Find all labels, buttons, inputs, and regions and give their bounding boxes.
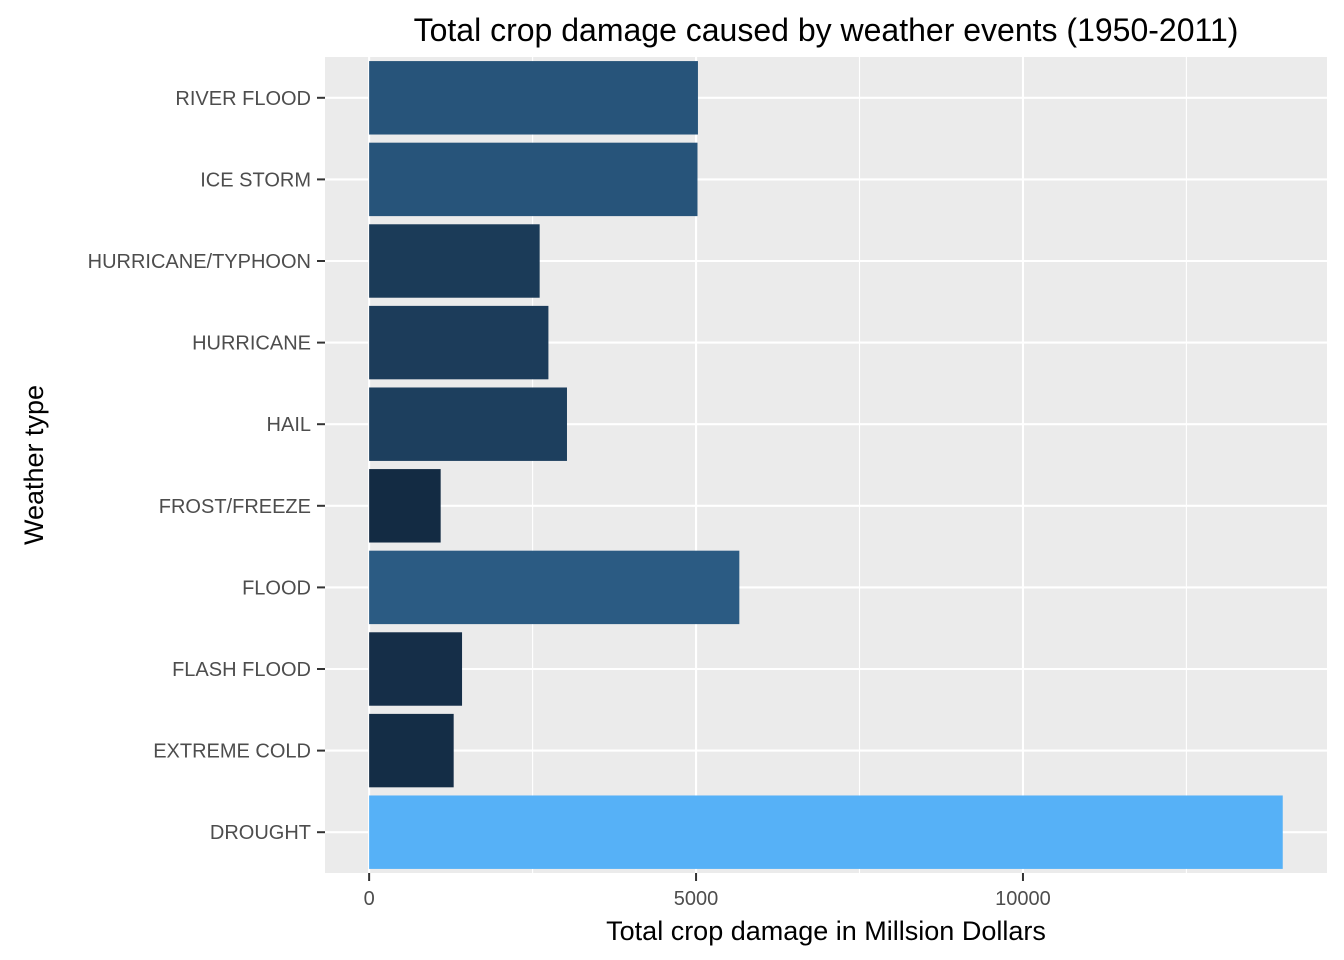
y-tick-label: EXTREME COLD xyxy=(153,741,311,763)
y-tick-label: FLOOD xyxy=(242,577,311,599)
x-tick-label: 5000 xyxy=(674,888,719,910)
bar xyxy=(369,305,549,380)
y-axis-title: Weather type xyxy=(19,385,49,545)
bar xyxy=(369,469,441,543)
bar xyxy=(369,224,540,298)
x-axis: 0 5000 10000 xyxy=(364,873,1051,910)
y-tick-label: HAIL xyxy=(267,414,311,436)
chart-title: Total crop damage caused by weather even… xyxy=(414,12,1239,48)
y-tick-label: RIVER FLOOD xyxy=(175,88,311,110)
bar xyxy=(369,142,698,217)
bar xyxy=(369,795,1283,869)
y-tick-label: FROST/FREEZE xyxy=(159,496,311,518)
y-tick-label: HURRICANE/TYPHOON xyxy=(88,251,311,273)
y-tick-label: DROUGHT xyxy=(210,822,311,844)
y-axis: DROUGHT EXTREME COLD FLASH FLOOD FLOOD FROST… xyxy=(88,88,325,844)
bar xyxy=(369,61,698,135)
bar xyxy=(369,713,454,788)
bar xyxy=(369,387,567,461)
bars xyxy=(369,61,1283,869)
x-tick-label: 0 xyxy=(364,888,375,910)
y-tick-label: HURRICANE xyxy=(192,333,311,355)
x-tick-label: 10000 xyxy=(995,888,1051,910)
bar xyxy=(369,550,740,625)
y-tick-label: ICE STORM xyxy=(200,169,311,191)
x-axis-title: Total crop damage in Millsion Dollars xyxy=(606,916,1046,946)
grid-lines xyxy=(325,57,1327,873)
bar xyxy=(369,632,463,706)
y-tick-label: FLASH FLOOD xyxy=(172,659,311,681)
